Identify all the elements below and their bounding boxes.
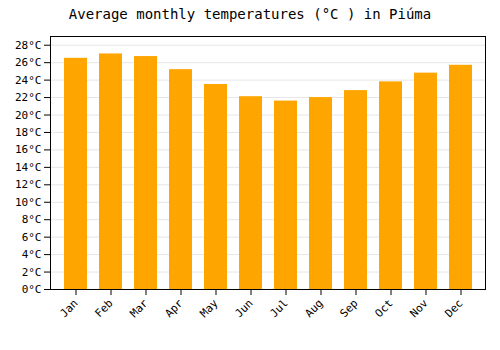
svg-text:Jun: Jun	[232, 297, 255, 320]
svg-text:May: May	[197, 296, 221, 320]
svg-text:20°C: 20°C	[15, 109, 42, 122]
svg-text:14°C: 14°C	[15, 161, 42, 174]
svg-text:10°C: 10°C	[15, 196, 42, 209]
svg-text:0°C: 0°C	[22, 283, 42, 296]
svg-text:2°C: 2°C	[22, 266, 42, 279]
svg-text:24°C: 24°C	[15, 74, 42, 87]
svg-text:Dec: Dec	[442, 297, 465, 320]
svg-text:12°C: 12°C	[15, 178, 42, 191]
svg-text:26°C: 26°C	[15, 56, 42, 69]
svg-text:Jul: Jul	[267, 297, 290, 320]
svg-text:8°C: 8°C	[22, 213, 42, 226]
svg-text:Sep: Sep	[337, 297, 360, 320]
svg-text:16°C: 16°C	[15, 143, 42, 156]
html-text:Average monthly temperatures (: Average monthly temperatures (°C ) in Pi…	[68, 6, 432, 22]
svg-text:Feb: Feb	[92, 297, 115, 320]
svg-text:Mar: Mar	[127, 296, 151, 320]
svg-text:Nov: Nov	[407, 296, 431, 320]
svg-text:Aug: Aug	[302, 297, 325, 320]
svg-text:Jan: Jan	[57, 297, 80, 320]
svg-text:4°C: 4°C	[22, 248, 42, 261]
svg-text:Oct: Oct	[372, 297, 395, 320]
svg-text:6°C: 6°C	[22, 231, 42, 244]
svg-text:22°C: 22°C	[15, 91, 42, 104]
svg-text:18°C: 18°C	[15, 126, 42, 139]
svg-text:28°C: 28°C	[15, 39, 42, 52]
svg-text:Apr: Apr	[162, 296, 186, 320]
